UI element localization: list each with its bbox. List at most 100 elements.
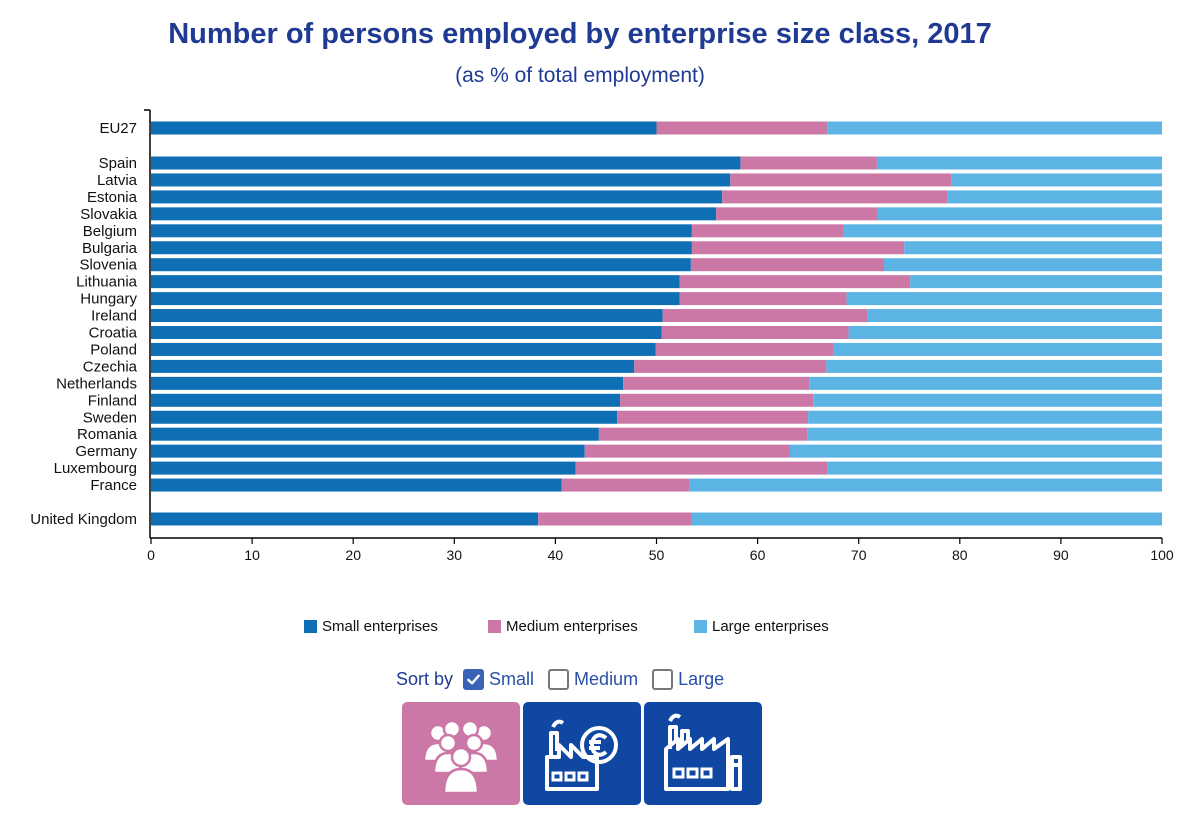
bar-medium	[655, 342, 834, 356]
bar-large	[809, 376, 1162, 390]
bar-small	[151, 224, 692, 238]
sort-option-label: Small	[489, 668, 535, 689]
sort-option-medium[interactable]: Medium	[548, 668, 639, 690]
bar-large	[689, 478, 1162, 492]
sort-option-label: Medium	[574, 668, 639, 689]
category-label: Czechia	[83, 358, 138, 375]
bar-medium	[740, 156, 877, 170]
bar-small	[151, 410, 618, 424]
bar-small	[151, 342, 656, 356]
bar-large	[843, 224, 1162, 238]
bar-medium	[620, 393, 814, 407]
bar-medium	[598, 427, 808, 441]
legend-item-medium[interactable]: Medium enterprises	[488, 618, 638, 635]
category-label: Slovakia	[80, 206, 137, 223]
small-enterprises-button[interactable]	[402, 702, 520, 805]
x-tick-label: 40	[548, 547, 564, 560]
bar-small	[151, 173, 731, 187]
category-label: Latvia	[97, 172, 138, 189]
bar-medium	[662, 309, 868, 323]
legend-item-small[interactable]: Small enterprises	[304, 618, 438, 635]
bar-small	[151, 190, 723, 204]
bar-large	[826, 359, 1162, 373]
x-tick-label: 100	[1150, 547, 1174, 560]
bar-large	[947, 190, 1162, 204]
large-enterprises-button[interactable]	[644, 702, 762, 805]
bar-medium	[561, 478, 690, 492]
bar-medium	[722, 190, 948, 204]
bar-medium	[716, 207, 878, 221]
x-tick-label: 10	[244, 547, 260, 560]
bar-small	[151, 121, 657, 135]
bar-small	[151, 292, 680, 306]
sort-controls: Sort by Small Medium Large	[396, 664, 738, 694]
bar-medium	[538, 512, 692, 526]
x-tick-label: 20	[345, 547, 361, 560]
bar-large	[876, 156, 1162, 170]
large-factory-icon	[664, 713, 742, 791]
x-tick-label: 0	[147, 547, 155, 560]
category-label: EU27	[99, 120, 137, 137]
x-tick-label: 60	[750, 547, 766, 560]
bar-medium	[617, 410, 809, 424]
checkbox-small[interactable]	[463, 668, 485, 690]
bar-small	[151, 512, 539, 526]
legend-item-large[interactable]: Large enterprises	[694, 618, 829, 635]
bar-small	[151, 461, 576, 475]
bar-small	[151, 207, 717, 221]
bar-small	[151, 393, 621, 407]
sort-by-label: Sort by	[396, 668, 454, 689]
category-label: Hungary	[80, 291, 137, 308]
bar-large	[910, 275, 1162, 289]
bar-small	[151, 156, 741, 170]
legend-swatch	[694, 620, 707, 633]
bar-large	[808, 410, 1162, 424]
category-label: Estonia	[87, 189, 138, 206]
legend: Small enterprises Medium enterprises Large…	[0, 618, 1200, 640]
chart-subtitle: (as % of total employment)	[455, 64, 705, 87]
category-label: Lithuania	[76, 274, 138, 291]
bar-large	[951, 173, 1162, 187]
sort-option-large[interactable]: Large	[652, 668, 725, 690]
category-label: Sweden	[83, 409, 137, 426]
category-label: Belgium	[83, 223, 137, 240]
bar-large	[789, 444, 1162, 458]
bar-small	[151, 376, 624, 390]
bar-large	[827, 461, 1162, 475]
legend-label: Medium enterprises	[506, 618, 638, 635]
bar-large	[867, 309, 1162, 323]
bar-large	[807, 427, 1162, 441]
sort-option-label: Large	[678, 668, 725, 689]
enterprise-size-buttons	[402, 702, 765, 805]
bar-medium	[584, 444, 790, 458]
bar-large	[846, 292, 1162, 306]
category-label: Germany	[75, 443, 137, 460]
category-label: Ireland	[91, 308, 137, 325]
category-label: Luxembourg	[54, 460, 137, 477]
bar-small	[151, 427, 599, 441]
bar-small	[151, 275, 680, 289]
bar-medium	[661, 326, 849, 339]
bar-medium	[623, 376, 810, 390]
bar-medium	[634, 359, 827, 373]
bar-medium	[690, 258, 884, 272]
checkbox-large[interactable]	[652, 668, 674, 690]
medium-enterprises-button[interactable]	[523, 702, 641, 805]
bar-large	[827, 121, 1162, 135]
x-tick-label: 90	[1053, 547, 1069, 560]
bar-medium	[691, 241, 905, 255]
category-label: Netherlands	[56, 375, 137, 392]
people-group-icon	[422, 719, 500, 794]
legend-label: Large enterprises	[712, 618, 829, 635]
category-label: France	[90, 477, 137, 494]
category-label: Finland	[88, 392, 137, 409]
x-tick-label: 50	[649, 547, 665, 560]
bar-medium	[691, 224, 844, 238]
category-label: Spain	[99, 155, 137, 172]
sort-option-small[interactable]: Small	[463, 668, 535, 690]
bar-medium	[730, 173, 952, 187]
checkbox-medium[interactable]	[548, 668, 570, 690]
bar-small	[151, 309, 663, 323]
bar-small	[151, 478, 562, 492]
bar-small	[151, 444, 585, 458]
